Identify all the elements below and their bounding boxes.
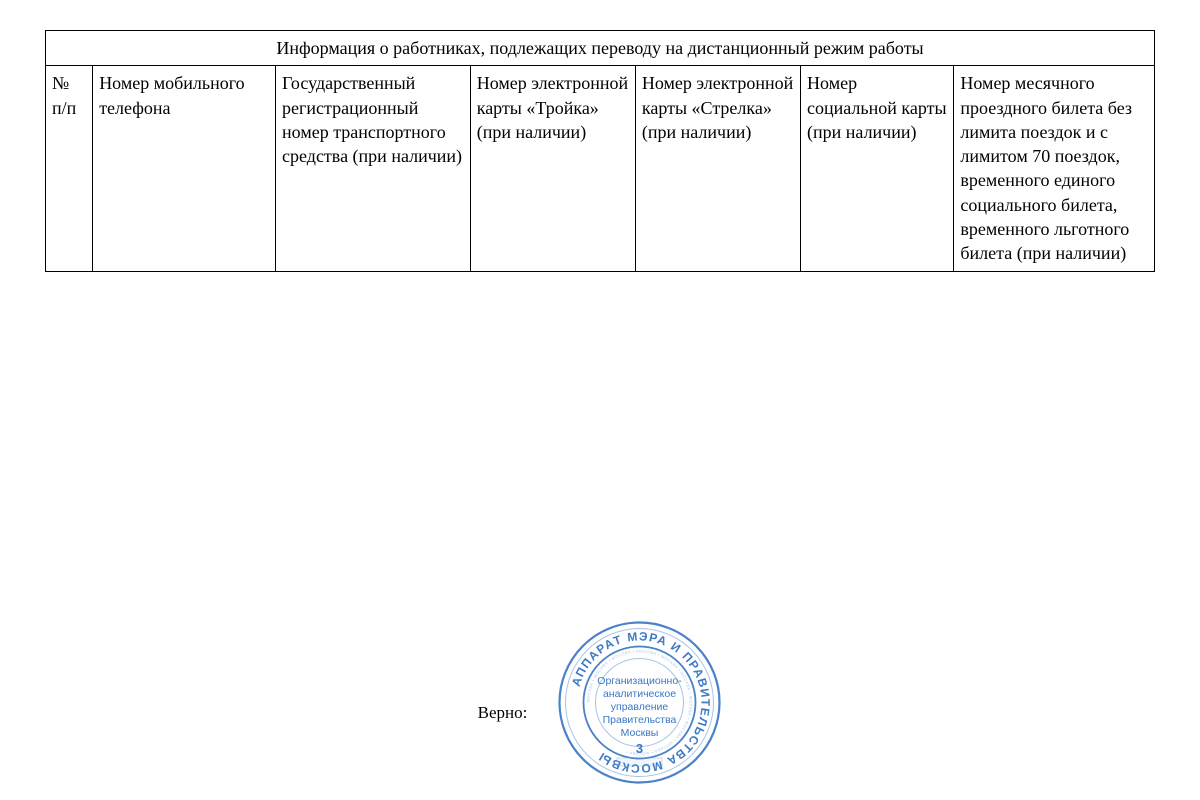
verno-label: Верно: — [478, 703, 528, 723]
column-header-vehicle: Государственный регистрационный номер тр… — [276, 66, 471, 271]
column-header-social: Номер социальной карты (при наличии) — [801, 66, 954, 271]
stamp-line-4: Правительства — [603, 714, 677, 726]
table-title: Информация о работниках, подлежащих пере… — [46, 31, 1155, 66]
column-header-ticket: Номер месячного проездного билета без ли… — [954, 66, 1155, 271]
stamp-line-1: Организационно- — [598, 675, 683, 687]
stamp-line-2: аналитическое — [603, 688, 676, 700]
table-header-row: № п/п Номер мобильного телефона Государс… — [46, 66, 1155, 271]
stamp-number: 3 — [636, 741, 643, 756]
official-stamp-icon: АППАРАТ МЭРА И ПРАВИТЕЛЬСТВА МОСКВЫ МОСК… — [557, 620, 722, 785]
column-header-strelka: Номер электронной карты «Стрелка» (при н… — [635, 66, 800, 271]
stamp-line-3: управление — [611, 701, 669, 713]
column-header-index: № п/п — [46, 66, 93, 271]
column-header-phone: Номер мобильного телефона — [93, 66, 276, 271]
column-header-troika: Номер электронной карты «Тройка» (при на… — [470, 66, 635, 271]
workers-info-table: Информация о работниках, подлежащих пере… — [45, 30, 1155, 272]
stamp-line-5: Москвы — [621, 727, 659, 739]
footer-area: Верно: АППАРАТ МЭРА И ПРАВИТЕЛЬСТВА МОСК… — [0, 620, 1200, 785]
